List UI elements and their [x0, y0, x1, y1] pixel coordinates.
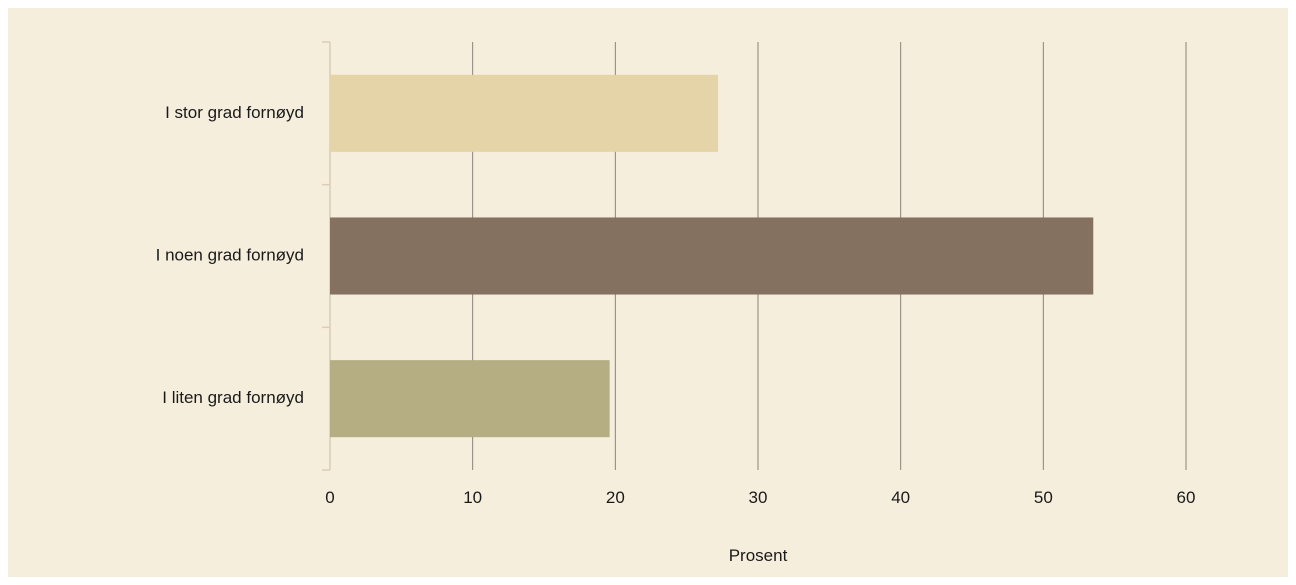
x-tick-label-30: 30: [749, 488, 768, 507]
category-label-3: I liten grad fornøyd: [162, 388, 304, 407]
bar-1: [330, 74, 719, 152]
category-labels: I stor grad fornøyd I noen grad fornøyd I …: [156, 103, 304, 407]
x-axis-title: Prosent: [729, 546, 788, 565]
category-label-2: I noen grad fornøyd: [156, 245, 304, 264]
x-tick-label-0: 0: [325, 488, 334, 507]
category-label-1: I stor grad fornøyd: [165, 103, 304, 122]
chart-panel: I stor grad fornøyd I noen grad fornøyd I …: [8, 8, 1288, 577]
x-tick-label-10: 10: [463, 488, 482, 507]
bar-chart: I stor grad fornøyd I noen grad fornøyd I …: [8, 8, 1288, 577]
bar-2: [330, 217, 1094, 295]
x-tick-label-40: 40: [891, 488, 910, 507]
bars: [330, 74, 1094, 438]
x-tick-label-60: 60: [1177, 488, 1196, 507]
x-tick-label-50: 50: [1034, 488, 1053, 507]
bar-3: [330, 360, 610, 438]
x-tick-labels: 0 10 20 30 40 50 60: [325, 488, 1195, 507]
x-tick-label-20: 20: [606, 488, 625, 507]
